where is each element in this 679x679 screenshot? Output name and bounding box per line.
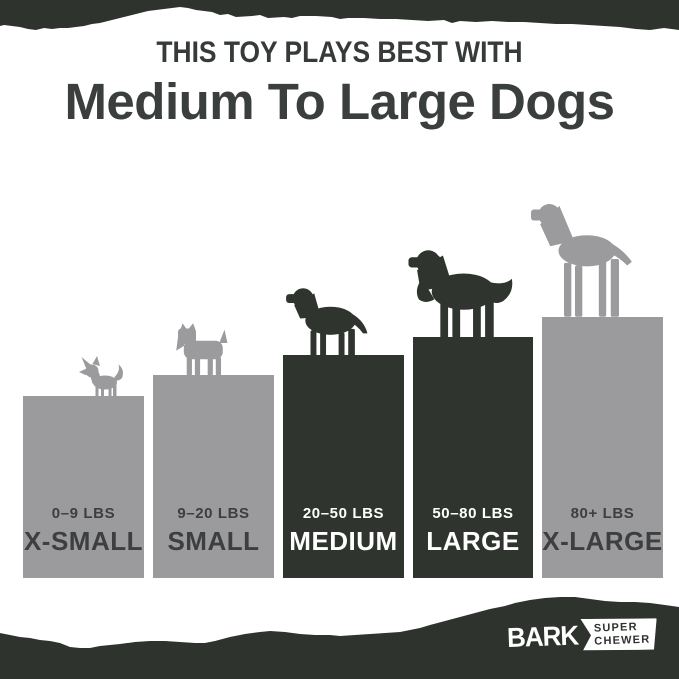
chihuahua-icon <box>79 356 123 398</box>
size-label: X-LARGE <box>542 526 663 556</box>
size-label: X-SMALL <box>23 526 144 556</box>
chewer-label: CHEWER <box>593 632 651 647</box>
torn-paper-bottom-edge <box>0 597 679 679</box>
scottish-terrier-icon <box>176 323 228 376</box>
size-label: LARGE <box>426 526 520 556</box>
weight-range-label: 20–50 LBS <box>302 505 385 522</box>
bark-wordmark: BARK <box>506 619 579 654</box>
size-label: SMALL <box>167 526 260 556</box>
title-kicker: THIS TOY PLAYS BEST WITH <box>156 36 523 69</box>
size-bar-x-small: 0–9 LBS X-SMALL <box>23 396 144 578</box>
weight-range-label: 9–20 LBS <box>177 505 250 522</box>
page-title: Medium To Large Dogs <box>64 73 615 130</box>
weight-range-label: 50–80 LBS <box>432 505 514 522</box>
size-bar-large: 50–80 LBS LARGE <box>413 337 533 578</box>
torn-paper-top-edge <box>0 0 679 30</box>
brand-logo: BARK SUPER CHEWER <box>506 616 657 655</box>
size-label: MEDIUM <box>289 526 398 556</box>
weight-range-label: 80+ LBS <box>570 505 635 522</box>
size-bar-medium: 20–50 LBS MEDIUM <box>283 355 404 578</box>
pointer-icon <box>531 204 632 317</box>
size-bar-small: 9–20 LBS SMALL <box>153 375 274 578</box>
size-bar-x-large: 80+ LBS X-LARGE <box>542 317 663 578</box>
super-chewer-badge: SUPER CHEWER <box>580 616 657 652</box>
golden-retriever-icon <box>408 250 513 339</box>
labrador-icon <box>286 288 368 357</box>
weight-range-label: 0–9 LBS <box>51 505 116 522</box>
